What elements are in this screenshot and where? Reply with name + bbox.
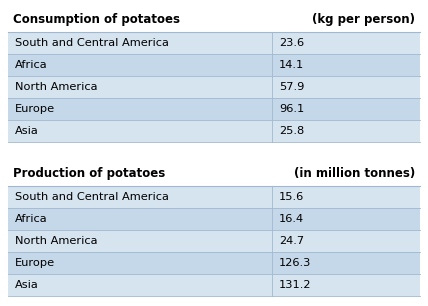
Bar [8, 32, 420, 54]
Text: (kg per person): (kg per person) [312, 13, 415, 25]
Text: Asia: Asia [15, 126, 39, 136]
Text: Production of potatoes: Production of potatoes [13, 166, 165, 180]
Text: South and Central America: South and Central America [15, 192, 169, 202]
Text: 126.3: 126.3 [279, 258, 312, 268]
Text: North America: North America [15, 82, 98, 92]
Text: Africa: Africa [15, 60, 48, 70]
Text: Europe: Europe [15, 104, 55, 114]
Text: 15.6: 15.6 [279, 192, 304, 202]
Text: Africa: Africa [15, 214, 48, 224]
Text: North America: North America [15, 236, 98, 246]
Bar [8, 230, 420, 252]
Bar [8, 54, 420, 76]
Text: 57.9: 57.9 [279, 82, 304, 92]
Text: 16.4: 16.4 [279, 214, 304, 224]
Text: (in million tonnes): (in million tonnes) [294, 166, 415, 180]
Bar [8, 186, 420, 208]
Text: 23.6: 23.6 [279, 38, 304, 48]
Bar [8, 252, 420, 274]
Bar [8, 274, 420, 296]
Bar [8, 76, 420, 98]
Text: South and Central America: South and Central America [15, 38, 169, 48]
Text: Consumption of potatoes: Consumption of potatoes [13, 13, 180, 25]
Text: Europe: Europe [15, 258, 55, 268]
Bar [8, 98, 420, 120]
Bar [8, 208, 420, 230]
Text: 25.8: 25.8 [279, 126, 304, 136]
Text: 96.1: 96.1 [279, 104, 304, 114]
Bar [8, 120, 420, 142]
Text: 14.1: 14.1 [279, 60, 304, 70]
Text: 24.7: 24.7 [279, 236, 304, 246]
Text: Asia: Asia [15, 280, 39, 290]
Text: 131.2: 131.2 [279, 280, 312, 290]
